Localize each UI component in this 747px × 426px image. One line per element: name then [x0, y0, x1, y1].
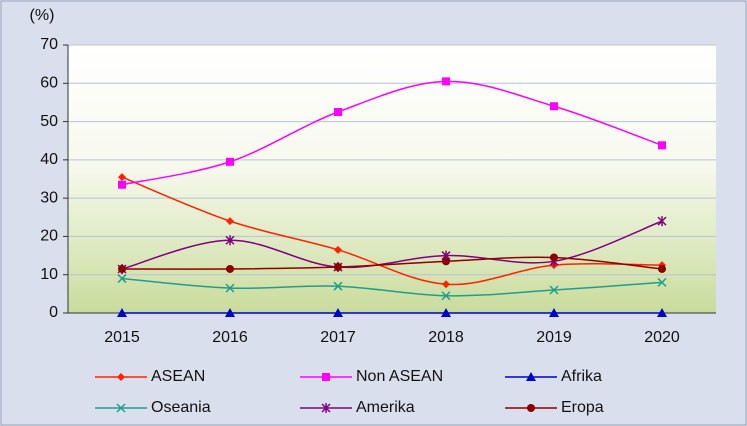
- marker: [550, 102, 558, 111]
- legend-item: Non ASEAN: [300, 368, 443, 385]
- legend-label: Oseania: [151, 399, 211, 416]
- marker: [118, 173, 126, 182]
- marker: [321, 403, 331, 413]
- legend-label: Eropa: [561, 399, 604, 416]
- series-line: [121, 256, 663, 270]
- legend-label: ASEAN: [151, 368, 205, 385]
- legend-label: Afrika: [561, 368, 602, 385]
- y-tick-label: 60: [40, 75, 58, 92]
- marker: [550, 253, 558, 262]
- x-tick-label: 2017: [320, 329, 356, 346]
- x-tick-label: 2019: [536, 329, 572, 346]
- marker: [441, 291, 451, 301]
- marker: [442, 257, 450, 266]
- marker: [333, 281, 343, 291]
- y-tick-label: 0: [49, 304, 58, 321]
- legend-item: Oseania: [95, 399, 211, 416]
- marker: [117, 373, 125, 381]
- y-axis-label: (%): [30, 7, 55, 24]
- marker: [657, 277, 667, 287]
- marker: [442, 77, 450, 86]
- legend-label: Non ASEAN: [356, 368, 443, 385]
- marker: [225, 308, 235, 317]
- legend-item: Amerika: [300, 399, 415, 416]
- marker: [549, 308, 559, 317]
- marker: [117, 308, 127, 317]
- x-tick-label: 2018: [428, 329, 464, 346]
- legend-item: Afrika: [505, 368, 602, 385]
- y-tick-label: 40: [40, 151, 58, 168]
- marker: [226, 217, 234, 226]
- x-tick-label: 2015: [104, 329, 140, 346]
- x-tick-label: 2016: [212, 329, 248, 346]
- y-tick-label: 70: [40, 36, 58, 53]
- y-tick-label: 20: [40, 228, 58, 245]
- marker: [334, 245, 342, 254]
- y-tick-label: 10: [40, 266, 58, 283]
- marker: [225, 283, 235, 293]
- marker: [527, 404, 535, 412]
- marker: [334, 263, 342, 272]
- marker: [442, 280, 450, 289]
- marker: [658, 264, 666, 273]
- x-tick-label: 2020: [644, 329, 680, 346]
- marker: [117, 274, 127, 284]
- marker: [333, 308, 343, 317]
- marker: [226, 264, 234, 273]
- marker: [118, 264, 126, 273]
- marker: [657, 308, 667, 317]
- series-line: [121, 176, 663, 286]
- marker: [118, 180, 126, 189]
- legend-item: Eropa: [505, 399, 604, 416]
- marker: [116, 403, 126, 413]
- plot-area: [68, 45, 716, 313]
- marker: [334, 108, 342, 116]
- legend-item: ASEAN: [95, 368, 205, 385]
- marker: [441, 308, 451, 317]
- marker: [226, 157, 234, 166]
- marker: [549, 285, 559, 295]
- series-line: [121, 80, 663, 186]
- marker: [225, 235, 235, 246]
- marker: [526, 372, 536, 381]
- marker: [657, 216, 667, 227]
- y-tick-label: 50: [40, 113, 58, 130]
- y-tick-label: 30: [40, 189, 58, 206]
- marker: [658, 141, 666, 150]
- legend-label: Amerika: [356, 399, 415, 416]
- marker: [322, 373, 330, 381]
- series-line: [121, 277, 663, 297]
